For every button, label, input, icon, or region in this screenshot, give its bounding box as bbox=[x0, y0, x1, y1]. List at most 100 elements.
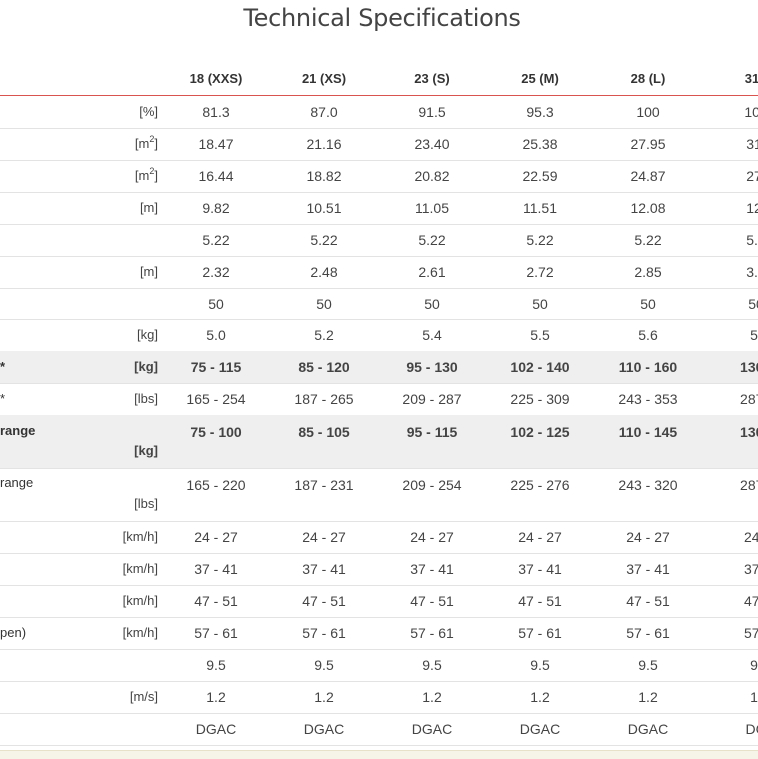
table-cell: 5.5 bbox=[530, 327, 550, 343]
table-cell: 9.5 bbox=[638, 657, 658, 673]
row-label: pen) bbox=[0, 625, 27, 640]
table-cell: 31. bbox=[746, 136, 758, 152]
table-cell: 2.32 bbox=[202, 264, 230, 280]
table-row: [km/h] 37 - 41 37 - 41 37 - 41 37 - 41 37 - 4… bbox=[0, 553, 758, 586]
table-cell: 12. bbox=[746, 200, 758, 216]
table-cell: 5.22 bbox=[418, 232, 446, 248]
column-header: 25 (M) bbox=[521, 71, 559, 86]
table-cell: 10.51 bbox=[306, 200, 342, 216]
table-cell: 209 - 254 bbox=[402, 477, 462, 493]
table-cell: 187 - 265 bbox=[294, 391, 354, 407]
table-cell: 50 bbox=[316, 296, 332, 312]
table-cell: 50 bbox=[640, 296, 656, 312]
table-cell: 1. bbox=[750, 689, 758, 705]
row-unit: [km/h] bbox=[122, 593, 158, 608]
table-row: [%] 81.3 87.0 91.5 95.3 100 105 bbox=[0, 96, 758, 129]
table-cell: DGAC bbox=[303, 721, 345, 737]
table-cell: 85 - 120 bbox=[298, 359, 350, 375]
table-cell: 91.5 bbox=[418, 104, 446, 120]
table-cell: 75 - 115 bbox=[190, 359, 242, 375]
table-cell: 187 - 231 bbox=[294, 477, 354, 493]
table-cell: 57 - 61 bbox=[410, 625, 454, 641]
table-cell: 5.0 bbox=[206, 327, 226, 343]
table-cell: 47 - 51 bbox=[302, 593, 346, 609]
row-unit: [kg] bbox=[134, 359, 158, 374]
table-cell: 27. bbox=[746, 168, 758, 184]
row-unit: [m2] bbox=[134, 134, 158, 151]
column-header: 18 (XXS) bbox=[189, 71, 243, 86]
table-cell: 130 - bbox=[740, 359, 758, 375]
table-cell: 75 - 100 bbox=[190, 424, 242, 440]
table-cell: 11.51 bbox=[523, 200, 557, 216]
row-unit: [kg] bbox=[137, 327, 158, 342]
table-cell: 47 - 51 bbox=[410, 593, 454, 609]
table-cell: 37 - bbox=[743, 561, 758, 577]
table-cell: 57 - bbox=[743, 625, 758, 641]
table-cell: 25.38 bbox=[522, 136, 558, 152]
row-unit: [lbs] bbox=[134, 391, 158, 406]
table-cell: 87.0 bbox=[310, 104, 338, 120]
row-unit: [lbs] bbox=[134, 496, 158, 511]
table-cell: 102 - 125 bbox=[510, 424, 570, 440]
table-cell: 22.59 bbox=[522, 168, 558, 184]
table-cell: 5.22 bbox=[526, 232, 554, 248]
table-cell: 23.40 bbox=[414, 136, 450, 152]
table-cell: 2.72 bbox=[526, 264, 554, 280]
table-cell: 24 - 27 bbox=[518, 529, 562, 545]
table-cell: 37 - 41 bbox=[194, 561, 238, 577]
table-row: [km/h] 24 - 27 24 - 27 24 - 27 24 - 27 24 - 2… bbox=[0, 521, 758, 554]
table-cell: 5.22 bbox=[634, 232, 662, 248]
table-cell: 100 bbox=[636, 104, 660, 120]
table-cell: DG bbox=[745, 721, 758, 737]
table-row: * [lbs] 165 - 254 187 - 265 209 - 287 225 - 3… bbox=[0, 383, 758, 416]
row-label: * bbox=[0, 359, 6, 374]
row-unit: [m2] bbox=[134, 166, 158, 183]
table-cell: 12.08 bbox=[630, 200, 666, 216]
table-cell: 18.82 bbox=[306, 168, 342, 184]
table-cell: 85 - 105 bbox=[298, 424, 350, 440]
table-cell: 37 - 41 bbox=[302, 561, 346, 577]
row-unit: [m] bbox=[139, 264, 158, 279]
table-cell: 1.2 bbox=[422, 689, 442, 705]
table-cell: 5.2 bbox=[314, 327, 334, 343]
table-cell: 1.2 bbox=[314, 689, 334, 705]
table-cell: 243 - 353 bbox=[618, 391, 678, 407]
table-cell: 27.95 bbox=[630, 136, 666, 152]
table-cell: 243 - 320 bbox=[618, 477, 678, 493]
row-unit: [kg] bbox=[134, 443, 158, 458]
table-cell: DGAC bbox=[627, 721, 669, 737]
table-cell: DGAC bbox=[519, 721, 561, 737]
table-row: [m] 2.32 2.48 2.61 2.72 2.85 3.0 bbox=[0, 256, 758, 289]
table-cell: 20.82 bbox=[414, 168, 450, 184]
row-unit: [m] bbox=[139, 200, 158, 215]
table-cell: 102 - 140 bbox=[510, 359, 570, 375]
table-cell: 47 - 51 bbox=[518, 593, 562, 609]
row-unit: [km/h] bbox=[122, 625, 158, 640]
table-row: DGAC DGAC DGAC DGAC DGAC DG bbox=[0, 713, 758, 746]
row-unit: [km/h] bbox=[122, 529, 158, 544]
table-cell: 50 bbox=[532, 296, 548, 312]
table-cell: 50 bbox=[208, 296, 224, 312]
table-cell: 5.22 bbox=[202, 232, 230, 248]
table-cell: DGAC bbox=[411, 721, 453, 737]
table-row: range [kg] 75 - 100 85 - 105 95 - 115 102 - 1… bbox=[0, 415, 758, 469]
table-cell: 165 - 220 bbox=[186, 477, 246, 493]
column-header: 28 (L) bbox=[630, 71, 666, 86]
table-cell: 95.3 bbox=[526, 104, 554, 120]
table-cell: 225 - 276 bbox=[510, 477, 570, 493]
row-unit: [km/h] bbox=[122, 561, 158, 576]
table-cell: 5.4 bbox=[422, 327, 442, 343]
table-cell: 9. bbox=[750, 657, 758, 673]
table-cell: 24 - 27 bbox=[626, 529, 670, 545]
table-cell: 9.5 bbox=[422, 657, 442, 673]
row-unit: [%] bbox=[139, 104, 158, 119]
table-cell: 50 bbox=[748, 296, 758, 312]
table-cell: 287 - bbox=[740, 391, 758, 407]
table-cell: 95 - 130 bbox=[406, 359, 458, 375]
table-cell: 5. bbox=[750, 327, 758, 343]
row-label: range bbox=[0, 423, 36, 438]
column-header: 23 (S) bbox=[414, 71, 450, 86]
table-cell: 2.48 bbox=[310, 264, 338, 280]
table-cell: 47 - 51 bbox=[626, 593, 670, 609]
table-cell: 110 - 145 bbox=[618, 424, 678, 440]
